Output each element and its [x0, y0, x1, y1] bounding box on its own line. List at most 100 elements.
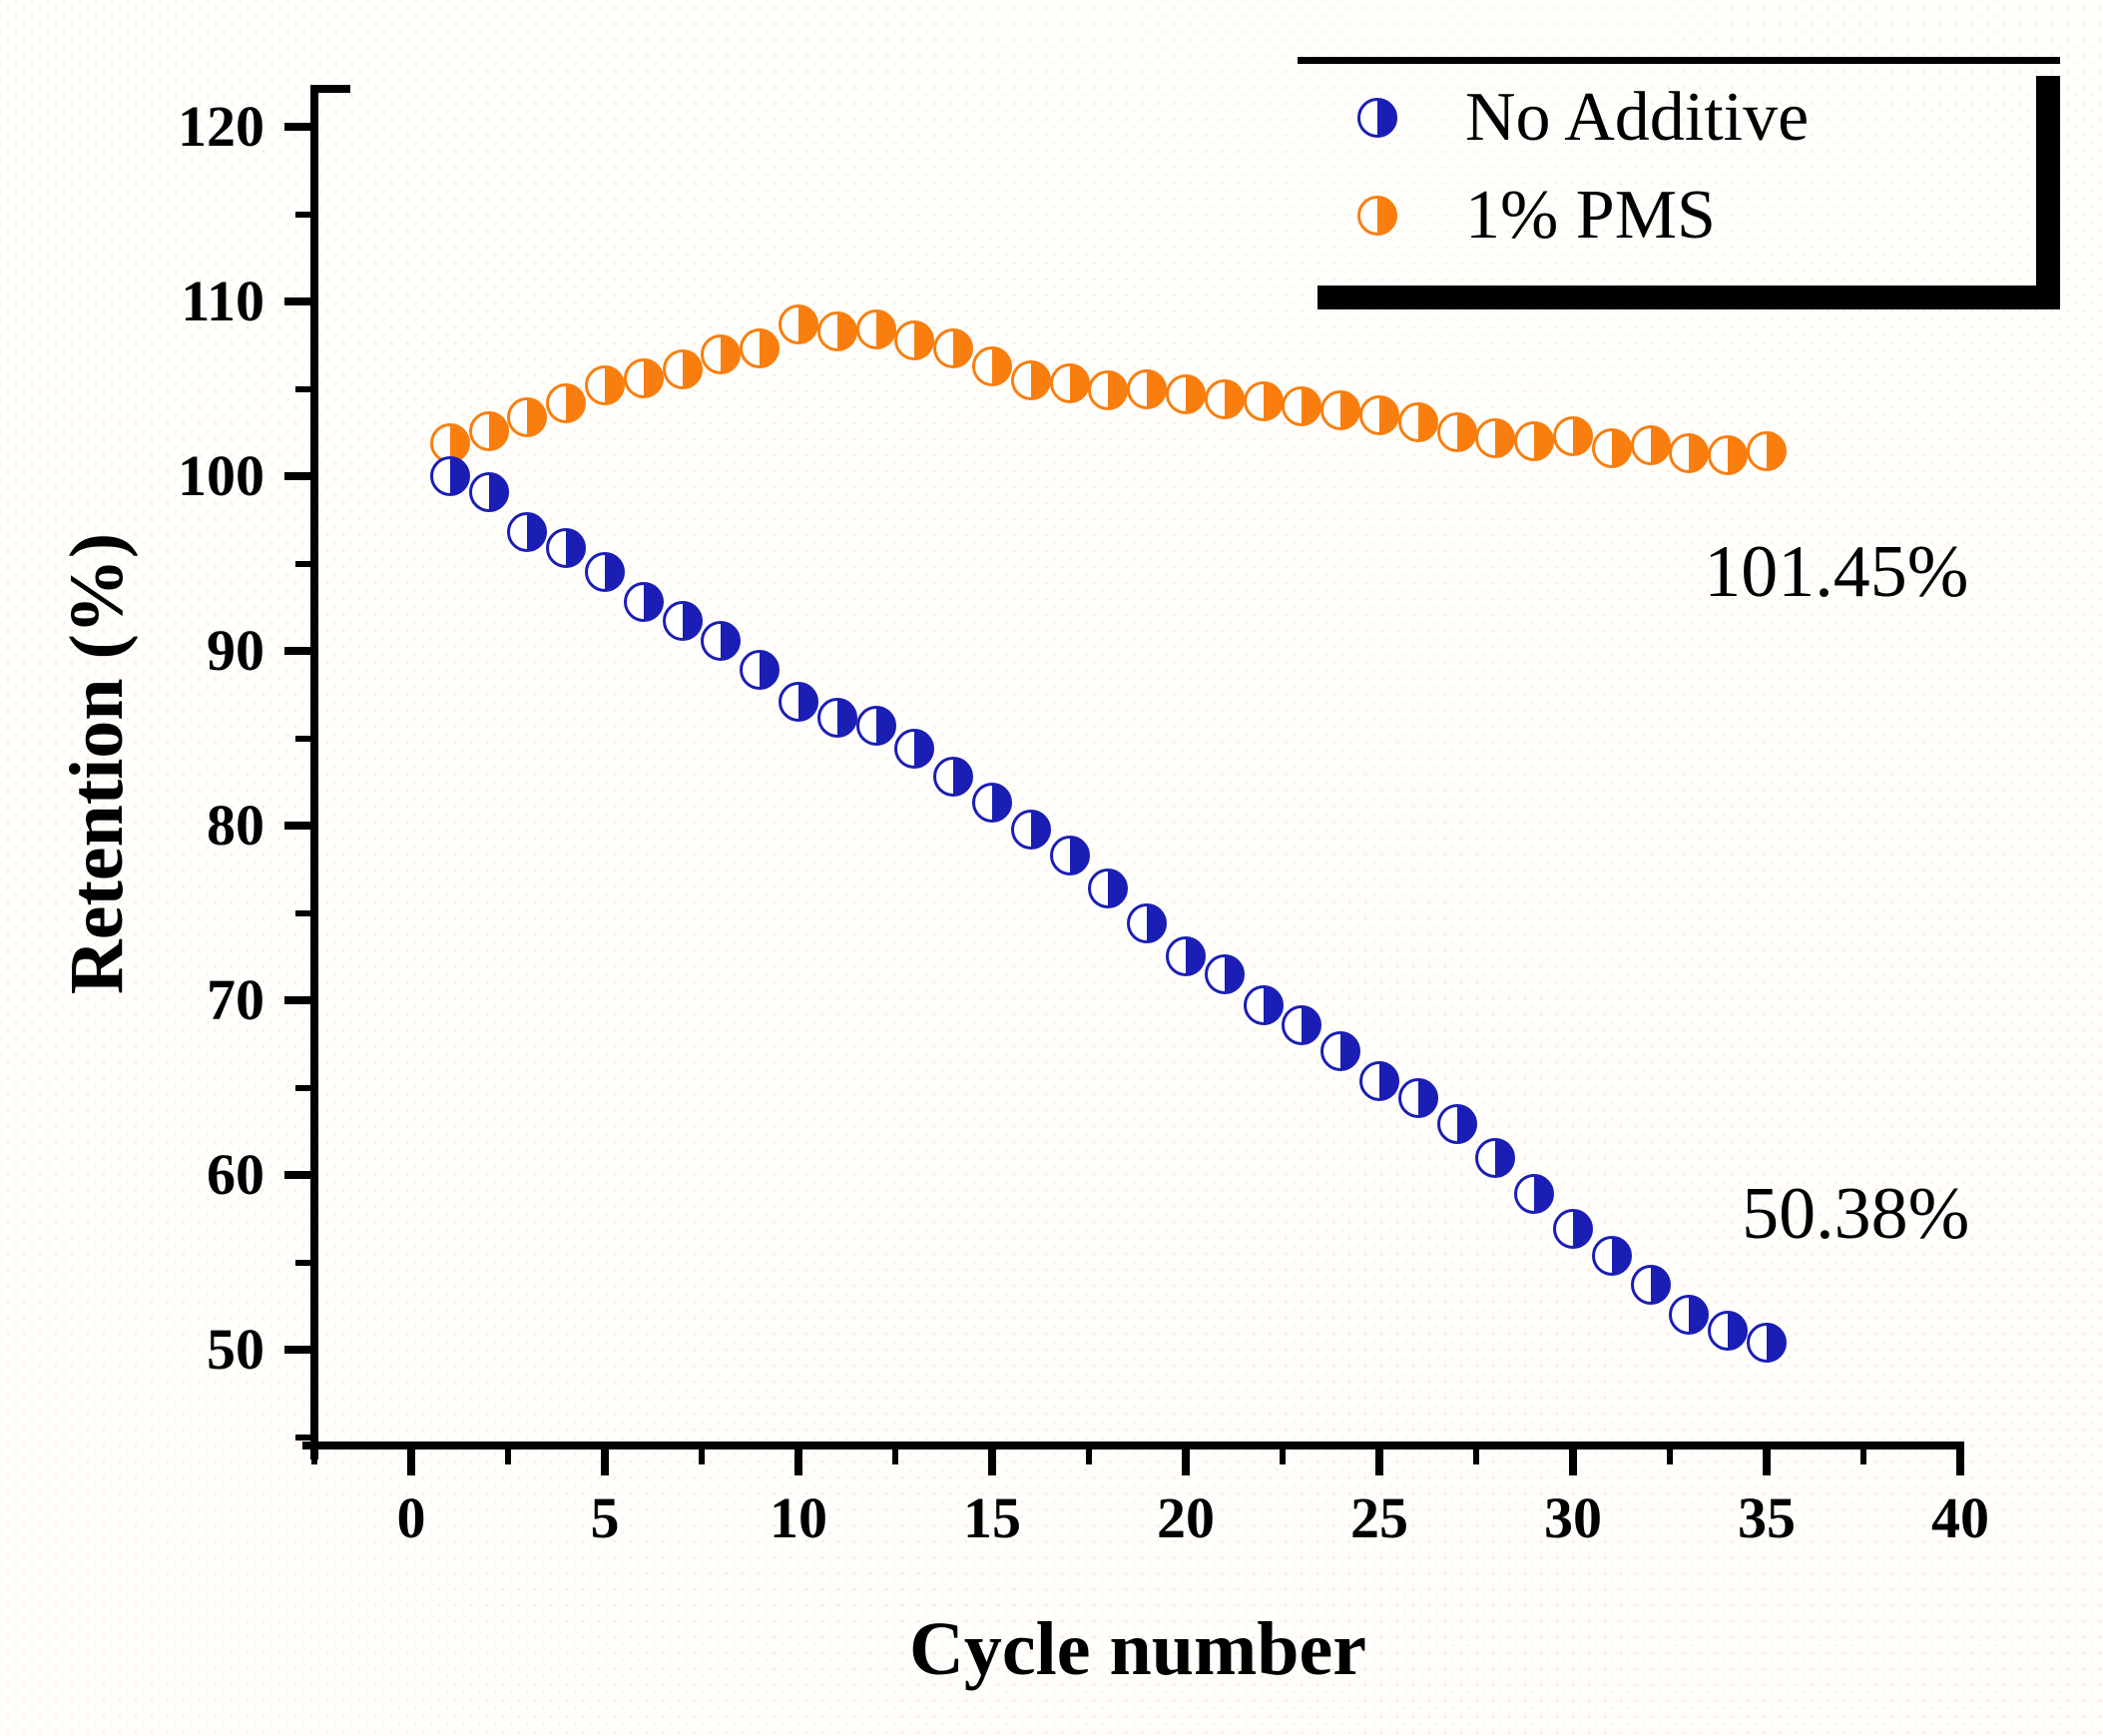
data-point-1-pms: [933, 328, 974, 369]
data-point-no-additive: [740, 650, 781, 691]
data-point-no-additive: [429, 456, 470, 496]
y-tick-label: 120: [178, 94, 264, 159]
data-point-no-additive: [1166, 936, 1206, 977]
x-tick-label: 30: [1544, 1485, 1602, 1550]
legend-shadow-right: [2036, 76, 2060, 309]
data-point-no-additive: [1010, 809, 1051, 850]
data-point-no-additive: [1708, 1310, 1749, 1351]
no-additive-marker-icon: [1357, 98, 1397, 138]
x-tick-label: 15: [963, 1485, 1021, 1550]
y-axis-line: [310, 85, 318, 1459]
data-point-no-additive: [1088, 868, 1129, 908]
data-point-1-pms: [623, 358, 664, 398]
x-minor-tick: [505, 1449, 511, 1464]
data-point-1-pms: [1049, 363, 1090, 404]
data-point-1-pms: [972, 345, 1012, 386]
x-major-tick: [601, 1449, 609, 1475]
data-point-1-pms: [740, 328, 781, 369]
data-point-1-pms: [585, 365, 625, 405]
y-tick-label: 100: [178, 443, 264, 508]
data-point-no-additive: [585, 552, 625, 593]
data-point-no-additive: [468, 471, 509, 512]
data-point-1-pms: [701, 333, 742, 374]
data-point-no-additive: [701, 620, 742, 661]
x-major-tick: [1569, 1449, 1577, 1475]
data-point-no-additive: [855, 706, 896, 747]
data-point-1-pms: [1397, 401, 1438, 442]
data-point-1-pms: [1747, 430, 1787, 471]
data-point-no-additive: [1204, 953, 1245, 994]
data-point-no-additive: [1436, 1104, 1477, 1145]
data-point-no-additive: [1591, 1235, 1632, 1276]
data-point-1-pms: [1320, 389, 1361, 430]
legend-item-1-percent-pms: 1% PMS: [1357, 170, 1716, 262]
y-tick-label: 80: [207, 793, 264, 858]
x-minor-tick: [1086, 1449, 1092, 1464]
legend-border-top: [1298, 57, 2060, 64]
data-point-no-additive: [1669, 1295, 1710, 1335]
data-point-no-additive: [1514, 1174, 1555, 1215]
x-major-tick: [988, 1449, 996, 1475]
data-point-no-additive: [1243, 985, 1284, 1026]
y-tick-label: 70: [207, 967, 264, 1032]
x-tick-label: 0: [396, 1485, 426, 1550]
x-tick-label: 10: [770, 1485, 827, 1550]
legend-item-no-additive: No Additive: [1357, 72, 1809, 164]
data-point-1-pms: [779, 303, 818, 344]
data-point-no-additive: [1553, 1209, 1593, 1250]
data-point-1-pms: [1282, 386, 1322, 426]
y-tick-label: 50: [207, 1317, 264, 1382]
data-point-1-pms: [1243, 380, 1284, 421]
x-major-tick: [1182, 1449, 1190, 1475]
data-point-1-pms: [1127, 368, 1168, 409]
data-point-1-pms: [1010, 359, 1051, 400]
x-tick-label: 5: [590, 1485, 620, 1550]
data-point-1-pms: [1553, 415, 1593, 456]
data-point-no-additive: [779, 681, 818, 722]
data-point-no-additive: [1282, 1004, 1322, 1045]
legend-label-1-percent-pms: 1% PMS: [1465, 177, 1716, 254]
legend-label-no-additive: No Additive: [1465, 79, 1810, 156]
data-point-no-additive: [1630, 1265, 1671, 1306]
y-minor-tick: [295, 735, 310, 742]
x-tick-label: 20: [1157, 1485, 1215, 1550]
y-axis-top-cap: [310, 85, 350, 93]
data-point-1-pms: [1359, 394, 1399, 435]
y-major-tick: [284, 123, 310, 131]
data-point-no-additive: [1359, 1060, 1399, 1101]
x-minor-tick: [699, 1449, 705, 1464]
y-major-tick: [284, 297, 310, 305]
y-major-tick: [284, 1171, 310, 1179]
data-point-no-additive: [546, 527, 587, 568]
data-point-1-pms: [1514, 421, 1555, 461]
x-minor-tick: [1473, 1449, 1479, 1464]
y-major-tick: [284, 996, 310, 1004]
annotation-label: 101.45%: [1704, 531, 1969, 614]
data-point-1-pms: [894, 319, 935, 360]
y-major-tick: [284, 647, 310, 655]
x-minor-tick: [1667, 1449, 1673, 1464]
y-major-tick: [284, 1346, 310, 1354]
data-point-no-additive: [507, 512, 548, 552]
data-point-no-additive: [1397, 1078, 1438, 1118]
data-point-1-pms: [507, 396, 548, 437]
data-point-1-pms: [468, 410, 509, 451]
x-tick-label: 25: [1350, 1485, 1408, 1550]
x-tick-label: 40: [1931, 1485, 1989, 1550]
y-minor-tick: [295, 1434, 310, 1441]
y-major-tick: [284, 822, 310, 830]
y-major-tick: [284, 472, 310, 480]
pms-marker-icon: [1357, 196, 1397, 236]
data-point-no-additive: [1049, 835, 1090, 875]
y-minor-tick: [295, 909, 310, 916]
y-tick-label: 110: [181, 269, 264, 333]
data-point-no-additive: [623, 582, 664, 622]
data-point-1-pms: [662, 349, 703, 390]
data-point-1-pms: [1166, 373, 1206, 414]
data-point-no-additive: [1320, 1030, 1361, 1071]
x-major-tick: [794, 1449, 802, 1475]
data-point-1-pms: [1475, 417, 1516, 458]
y-minor-tick: [295, 560, 310, 567]
